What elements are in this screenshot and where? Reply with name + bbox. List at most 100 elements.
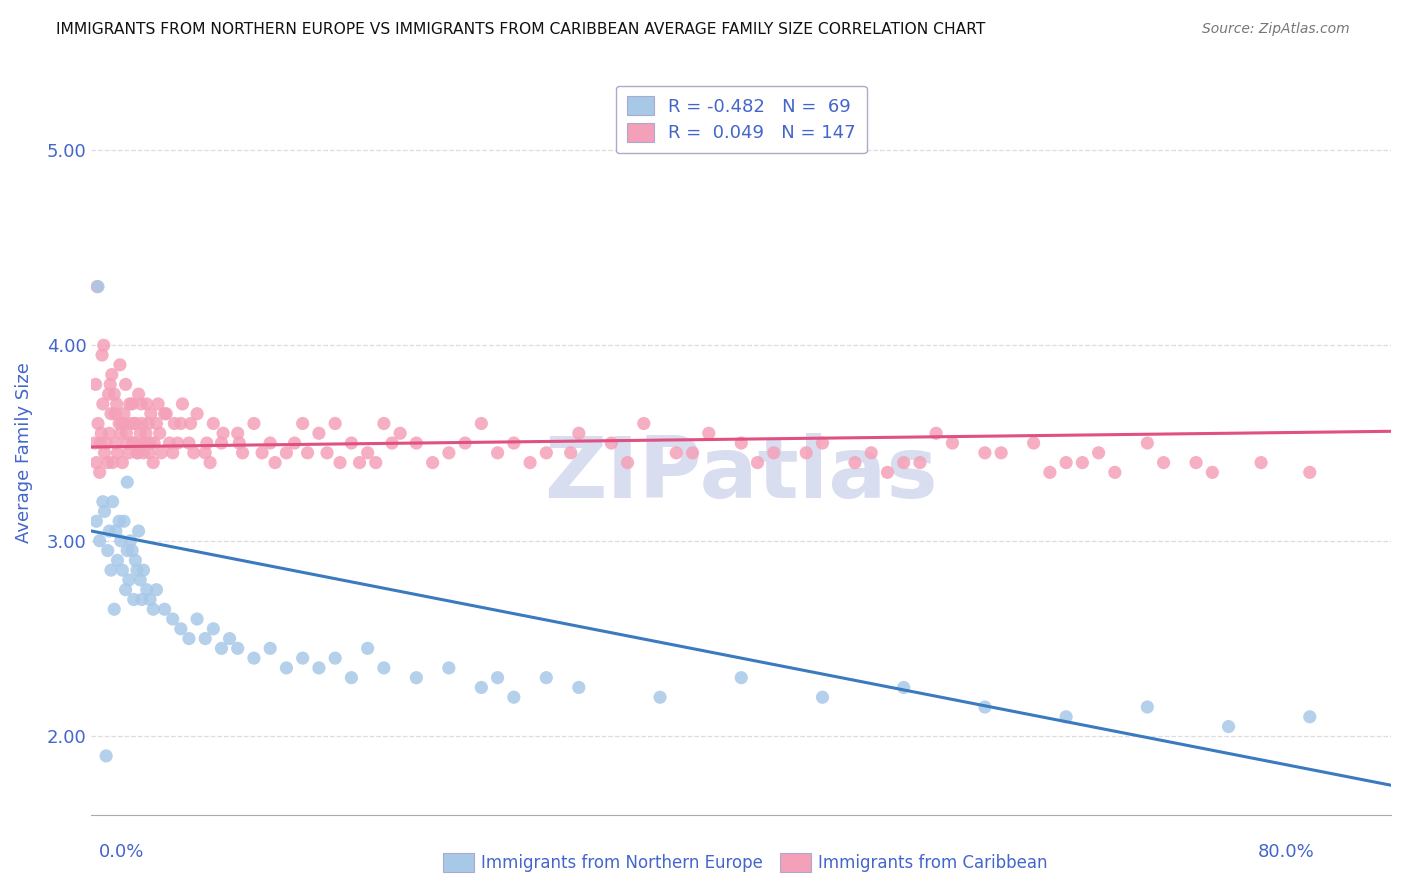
Point [112,514,135,528]
Point [437,661,460,675]
Point [162,612,184,626]
Point [211,436,233,450]
Point [186,407,208,421]
Point [163,417,186,431]
Point [405,436,427,450]
Point [308,661,330,675]
Point [349,456,371,470]
Point [107,446,129,460]
Point [110,533,132,548]
Point [170,417,193,431]
Point [381,436,404,450]
Point [121,397,143,411]
Point [893,681,915,695]
Point [101,456,124,470]
Point [502,690,524,705]
Point [202,622,225,636]
Point [90,426,112,441]
Point [730,436,752,450]
Point [1185,456,1208,470]
Point [323,417,346,431]
Point [108,514,131,528]
Text: Source: ZipAtlas.com: Source: ZipAtlas.com [1202,22,1350,37]
Point [291,651,314,665]
Point [125,446,148,460]
Point [145,582,167,597]
Point [243,417,266,431]
Point [941,436,963,450]
Point [226,641,249,656]
Point [762,446,785,460]
Point [150,446,173,460]
Point [87,417,110,431]
Point [110,426,132,441]
Point [323,651,346,665]
Point [177,436,200,450]
Point [183,446,205,460]
Point [974,700,997,714]
Point [159,436,181,450]
Point [100,407,122,421]
Point [340,436,363,450]
Point [316,446,339,460]
Point [218,632,240,646]
Point [93,504,115,518]
Text: 80.0%: 80.0% [1258,843,1315,861]
Point [893,456,915,470]
Point [633,417,655,431]
Point [115,426,138,441]
Point [122,436,145,450]
Point [1299,710,1322,724]
Point [648,690,671,705]
Point [132,563,155,577]
Point [129,397,152,411]
Point [568,426,591,441]
Point [283,436,305,450]
Point [135,426,157,441]
Point [194,446,217,460]
Point [86,279,108,293]
Point [121,543,143,558]
Point [87,279,110,293]
Point [250,446,273,460]
Point [86,456,108,470]
Point [153,407,176,421]
Point [560,446,582,460]
Point [1054,710,1077,724]
Point [276,661,298,675]
Point [143,436,166,450]
Point [682,446,704,460]
Point [1250,456,1272,470]
Point [198,456,221,470]
Point [454,436,477,450]
Point [128,524,150,538]
Point [405,671,427,685]
Point [108,417,131,431]
Point [107,553,129,567]
Point [1136,700,1159,714]
Point [297,446,319,460]
Point [108,358,131,372]
Point [536,671,558,685]
Point [974,446,997,460]
Point [194,632,217,646]
Point [114,582,136,597]
Point [340,671,363,685]
Point [129,426,152,441]
Point [135,397,157,411]
Point [876,466,898,480]
Legend: R = -0.482   N =  69, R =  0.049   N = 147: R = -0.482 N = 69, R = 0.049 N = 147 [616,86,866,153]
Point [142,456,165,470]
Point [226,426,249,441]
Point [356,641,378,656]
Point [153,602,176,616]
Point [124,417,146,431]
Point [437,446,460,460]
Point [118,397,141,411]
Point [135,582,157,597]
Point [122,592,145,607]
Point [98,524,121,538]
Point [155,407,177,421]
Point [1299,466,1322,480]
Point [122,436,145,450]
